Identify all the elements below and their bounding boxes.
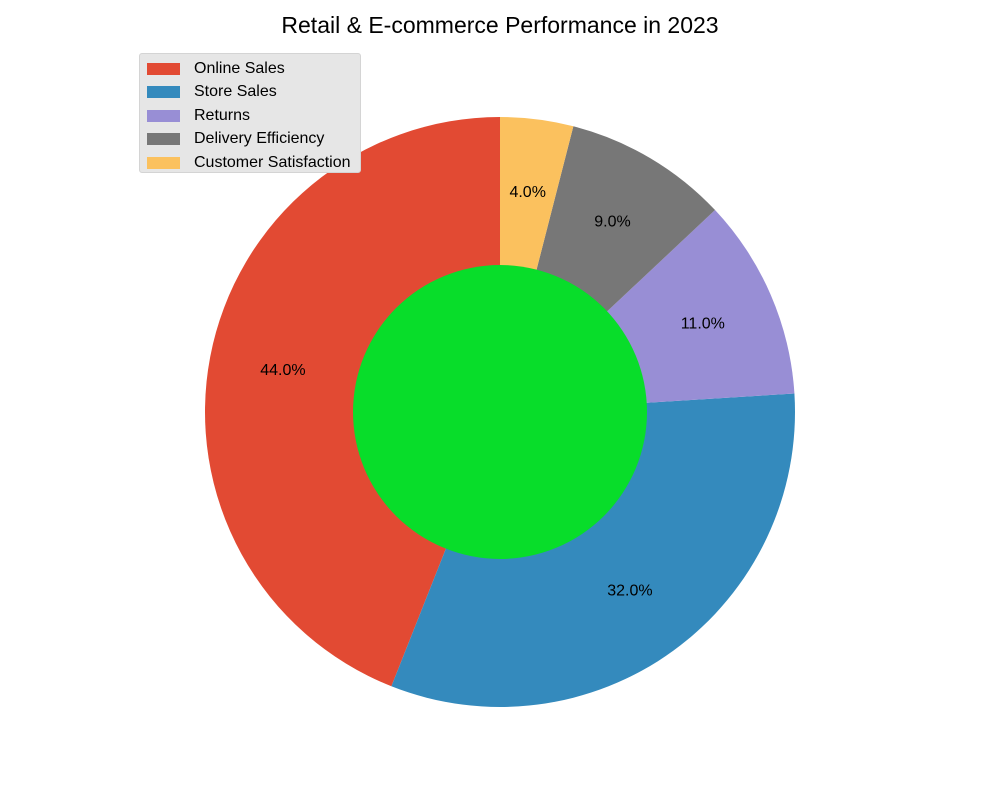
legend-item-delivery-efficiency: Delivery Efficiency — [140, 128, 360, 152]
legend-item-online-sales: Online Sales — [140, 57, 360, 81]
chart-legend: Online Sales Store Sales Returns Delivery E… — [139, 53, 361, 173]
legend-swatch — [147, 156, 180, 169]
slice-online-sales — [204, 117, 500, 687]
legend-swatch — [147, 133, 180, 146]
slice-label-store-sales: 32.0% — [607, 582, 652, 599]
legend-label: Returns — [194, 106, 251, 124]
legend-swatch — [147, 86, 180, 99]
legend-item-customer-satisfaction: Customer Satisfaction — [140, 151, 360, 175]
legend-label: Delivery Efficiency — [194, 130, 325, 148]
slice-label-delivery-efficiency: 9.0% — [594, 213, 630, 230]
legend-label: Store Sales — [194, 83, 277, 101]
legend-swatch — [147, 62, 180, 75]
donut-center-circle — [353, 265, 647, 559]
slice-label-customer-satisfaction: 4.0% — [509, 184, 545, 201]
legend-label: Online Sales — [194, 59, 285, 77]
legend-label: Customer Satisfaction — [194, 153, 351, 171]
chart-title: Retail & E-commerce Performance in 2023 — [281, 12, 719, 38]
slice-label-online-sales: 44.0% — [260, 362, 305, 379]
slice-label-returns: 11.0% — [681, 316, 725, 333]
legend-item-store-sales: Store Sales — [140, 81, 360, 105]
legend-swatch — [147, 109, 180, 122]
legend-item-returns: Returns — [140, 104, 360, 128]
